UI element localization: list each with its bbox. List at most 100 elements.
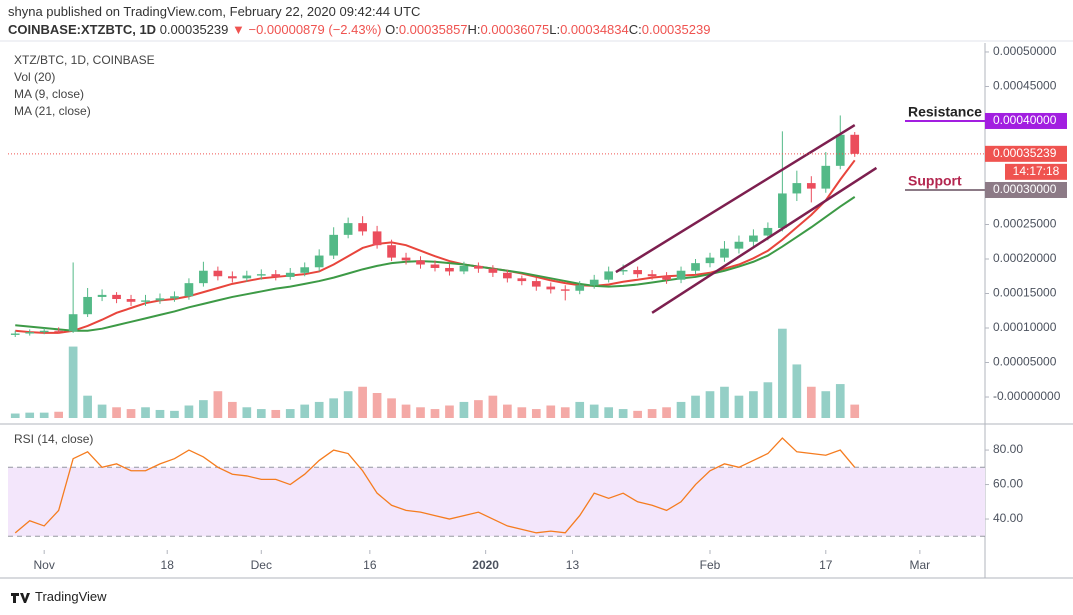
candle-body (778, 193, 787, 228)
candle-body (300, 267, 310, 273)
volume-bar (25, 412, 35, 418)
y-tick-label: 0.00010000 (993, 320, 1057, 334)
candle-body (387, 245, 396, 258)
candle-body (560, 289, 570, 291)
ohlc-value: 0.00035857 (398, 22, 468, 37)
volume-bar (285, 409, 295, 418)
ohlc-label: L: (549, 22, 561, 37)
volume-bar (343, 391, 353, 418)
volume-bar (416, 407, 425, 418)
volume-bar (531, 409, 541, 418)
last-price-box (985, 145, 1067, 162)
candle-body (459, 265, 469, 272)
candle-body (705, 257, 715, 264)
candle-body (39, 330, 49, 333)
ohlc-label: C: (628, 22, 642, 37)
volume-bar (54, 411, 64, 418)
volume-bar (300, 404, 310, 418)
candle-body (647, 274, 657, 277)
candle-body (691, 263, 700, 271)
moving-average (15, 159, 856, 334)
volume-bar (329, 398, 339, 418)
y-tick-label: 40.00 (993, 511, 1023, 525)
volume-bar (778, 328, 787, 418)
y-tick-label: 80.00 (993, 442, 1023, 456)
volume-bar (575, 401, 585, 418)
candle-body (256, 274, 266, 276)
volume-bar (517, 407, 527, 418)
candle-body (343, 223, 353, 235)
volume-bar (676, 401, 686, 418)
last: 0.00035239 (159, 22, 229, 37)
symbol-line: COINBASE:XTZBTC, 1D 0.00035239 ▼ −0.0000… (8, 22, 710, 37)
change: ▼ −0.00000879 (−2.43%) (232, 22, 382, 37)
x-tick-label: Nov (34, 558, 55, 572)
candle-body (10, 333, 20, 335)
volume-bar (314, 401, 324, 418)
x-tick-label: 16 (363, 558, 377, 572)
logo (11, 592, 30, 603)
volume-bar (618, 409, 628, 418)
candle-body (821, 165, 831, 189)
volume-bar (271, 409, 281, 418)
volume-bar (705, 391, 715, 418)
volume-bar (806, 386, 816, 418)
published-line: shyna published on TradingView.com, Febr… (8, 4, 421, 19)
volume-bar (850, 404, 860, 418)
trendline (651, 166, 878, 314)
y-tick-label: 0.00025000 (993, 217, 1057, 231)
last-price-label: 0.00035239 (993, 146, 1057, 160)
candle-body (604, 271, 614, 280)
volume-bar (10, 413, 20, 418)
volume-bar (39, 412, 49, 418)
volume-bar (835, 384, 845, 418)
volume-bar (604, 407, 614, 418)
volume-bar (749, 391, 758, 418)
candle-body (184, 283, 194, 297)
footer: TradingView (10, 589, 107, 604)
countdown-label: 14:17:18 (1013, 164, 1060, 178)
volume-bar (589, 404, 599, 418)
volume-bar (184, 405, 194, 418)
candle-body (242, 275, 252, 279)
candle-body (676, 270, 686, 280)
x-tick-label: 17 (819, 558, 833, 572)
symbol: COINBASE:XTZBTC, 1D (8, 22, 157, 37)
y-tick-label: 0.00050000 (993, 44, 1057, 58)
volume-bar (228, 401, 237, 418)
candle-body (488, 268, 498, 273)
candle-body (734, 241, 744, 249)
legend-title: XTZ/BTC, 1D, COINBASE (14, 53, 155, 67)
candle-body (618, 270, 628, 272)
candle-body (749, 235, 758, 242)
ohlc-value: 0.00036075 (480, 22, 550, 37)
volume-bar (401, 404, 411, 418)
candle-body (199, 270, 208, 284)
candle-body (430, 264, 440, 268)
candle-body (25, 332, 35, 334)
volume-bar (126, 409, 136, 418)
candle-body (271, 274, 281, 277)
candle-body (720, 248, 729, 258)
candle-body (503, 272, 512, 279)
level-box (985, 181, 1067, 198)
candle-body (662, 276, 671, 280)
x-tick-label: Dec (251, 558, 272, 572)
brand: TradingView (35, 589, 107, 604)
candle-body (170, 296, 179, 299)
volume-bar (372, 393, 382, 418)
legend-ma21: MA (21, close) (14, 104, 91, 118)
volume-bar (691, 395, 700, 418)
rsi-band (8, 467, 985, 537)
volume-bar (170, 410, 179, 418)
candle-body (141, 300, 150, 302)
x-tick-label: Mar (910, 558, 931, 572)
volume-bar (141, 407, 150, 418)
x-tick-label: Feb (700, 558, 721, 572)
candle-body (228, 276, 237, 279)
volume-bar (155, 409, 165, 418)
candle-body (401, 257, 411, 261)
volume-bar (633, 410, 642, 418)
level-box (985, 112, 1067, 129)
